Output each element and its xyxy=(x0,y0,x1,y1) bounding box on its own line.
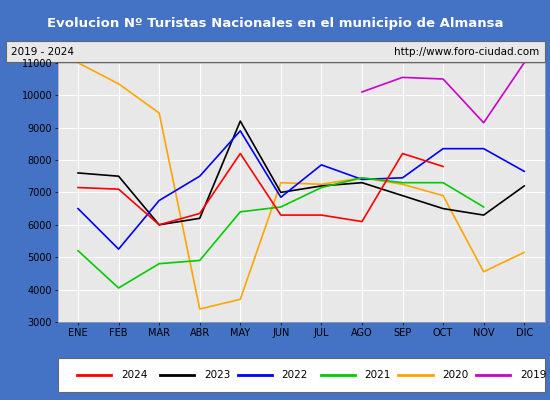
FancyBboxPatch shape xyxy=(58,358,544,392)
Text: Evolucion Nº Turistas Nacionales en el municipio de Almansa: Evolucion Nº Turistas Nacionales en el m… xyxy=(47,18,503,30)
FancyBboxPatch shape xyxy=(6,41,544,62)
Text: 2024: 2024 xyxy=(121,370,147,380)
Text: 2021: 2021 xyxy=(365,370,391,380)
Text: 2022: 2022 xyxy=(282,370,308,380)
Text: 2023: 2023 xyxy=(204,370,230,380)
Text: 2020: 2020 xyxy=(442,370,469,380)
Text: http://www.foro-ciudad.com: http://www.foro-ciudad.com xyxy=(394,47,539,57)
Text: 2019 - 2024: 2019 - 2024 xyxy=(11,47,74,57)
Text: 2019: 2019 xyxy=(520,370,547,380)
